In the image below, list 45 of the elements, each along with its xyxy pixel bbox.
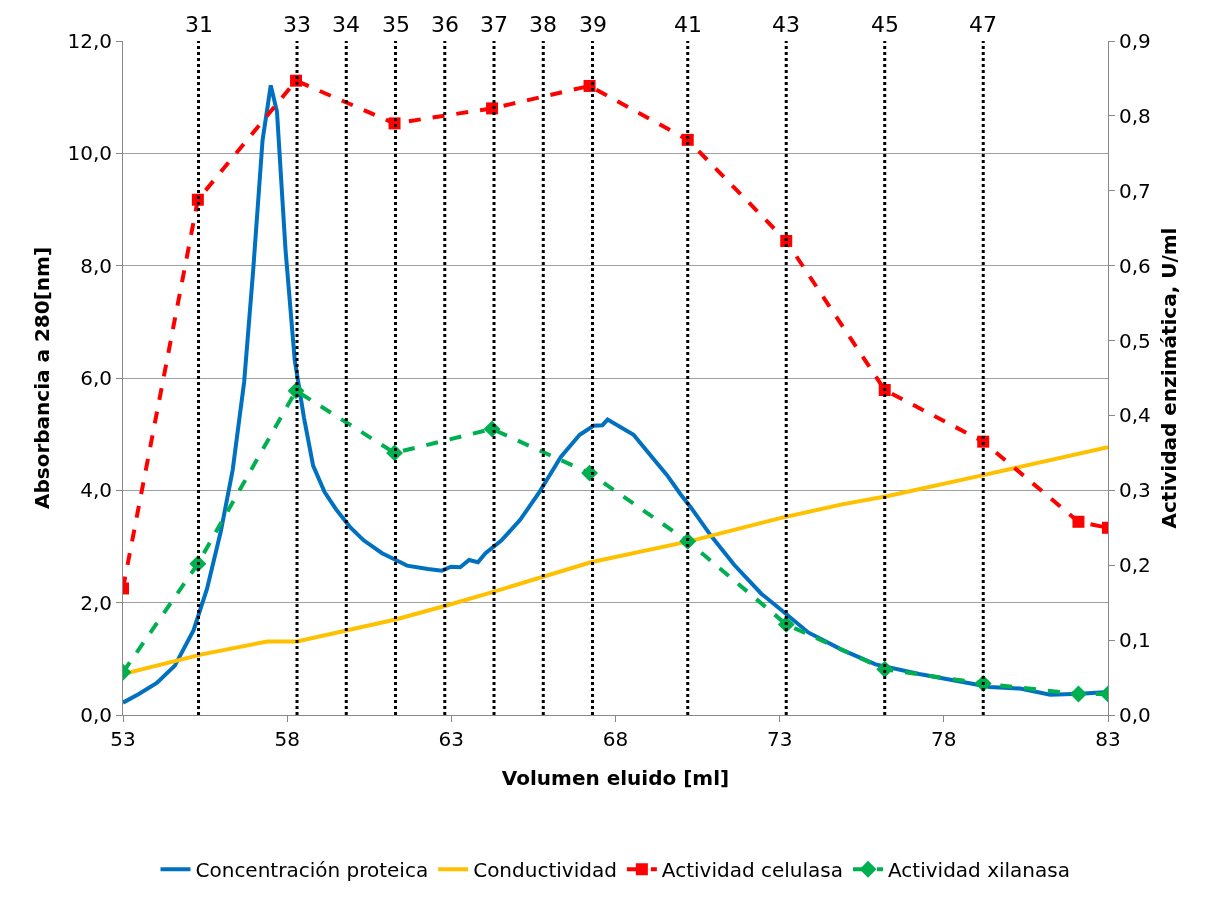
- legend-label: Actividad celulasa: [661, 858, 844, 883]
- x-tick-label: 83: [1095, 727, 1121, 751]
- x-tick-label: 78: [931, 727, 957, 751]
- point: [1070, 685, 1087, 703]
- y2-tick-label: 0,5: [1119, 328, 1151, 353]
- y2-tick-label: 0,9: [1119, 29, 1151, 53]
- annotation: 34: [332, 12, 360, 37]
- y-axis-title: Absorbancia a 280[nm]: [29, 246, 54, 510]
- annotation: 39: [579, 12, 607, 37]
- y2-tick-label: 0,3: [1119, 478, 1151, 503]
- annotation: 45: [871, 12, 899, 37]
- annotation: 41: [674, 12, 702, 37]
- y-tick-label: 10,0: [67, 141, 112, 166]
- y-tick-label: 0,0: [80, 703, 112, 727]
- y2-tick-label: 0,6: [1119, 253, 1151, 278]
- annotation: 38: [529, 12, 557, 37]
- y-tick-label: 8,0: [80, 253, 112, 278]
- y-tick-label: 4,0: [80, 478, 112, 503]
- y2-tick-label: 0,1: [1119, 628, 1151, 653]
- legend-label: Actividad xilanasa: [888, 858, 1070, 883]
- annotation: 37: [480, 12, 508, 37]
- y2-tick-label: 0,0: [1119, 703, 1151, 727]
- y2-tick-label: 0,2: [1119, 553, 1151, 578]
- annotation: 35: [382, 12, 410, 37]
- x-tick-label: 63: [438, 727, 465, 751]
- annotation: 36: [431, 12, 459, 37]
- y2-tick-label: 0,8: [1119, 103, 1151, 128]
- y2-axis-title: Actividad enzimática, U/ml: [1157, 227, 1182, 529]
- y-tick-label: 6,0: [80, 366, 112, 390]
- point: [1072, 515, 1085, 528]
- annotation: 47: [969, 12, 997, 37]
- y-tick-label: 12,0: [67, 29, 112, 53]
- y2-tick-label: 0,7: [1119, 178, 1151, 203]
- x-tick-label: 73: [766, 727, 793, 751]
- annotation: 31: [185, 12, 213, 37]
- x-axis-title: Volumen eluido [ml]: [501, 766, 730, 790]
- x-tick-label: 58: [274, 727, 300, 751]
- y2-tick-label: 0,4: [1119, 403, 1151, 428]
- x-tick-label: 53: [110, 727, 136, 751]
- legend-label: Concentración proteica: [195, 858, 429, 883]
- y-tick-label: 2,0: [80, 590, 112, 615]
- annotation: 43: [772, 12, 800, 37]
- legend-label: Conductividad: [473, 858, 617, 883]
- x-tick-label: 68: [602, 727, 629, 751]
- annotation: 33: [283, 12, 311, 37]
